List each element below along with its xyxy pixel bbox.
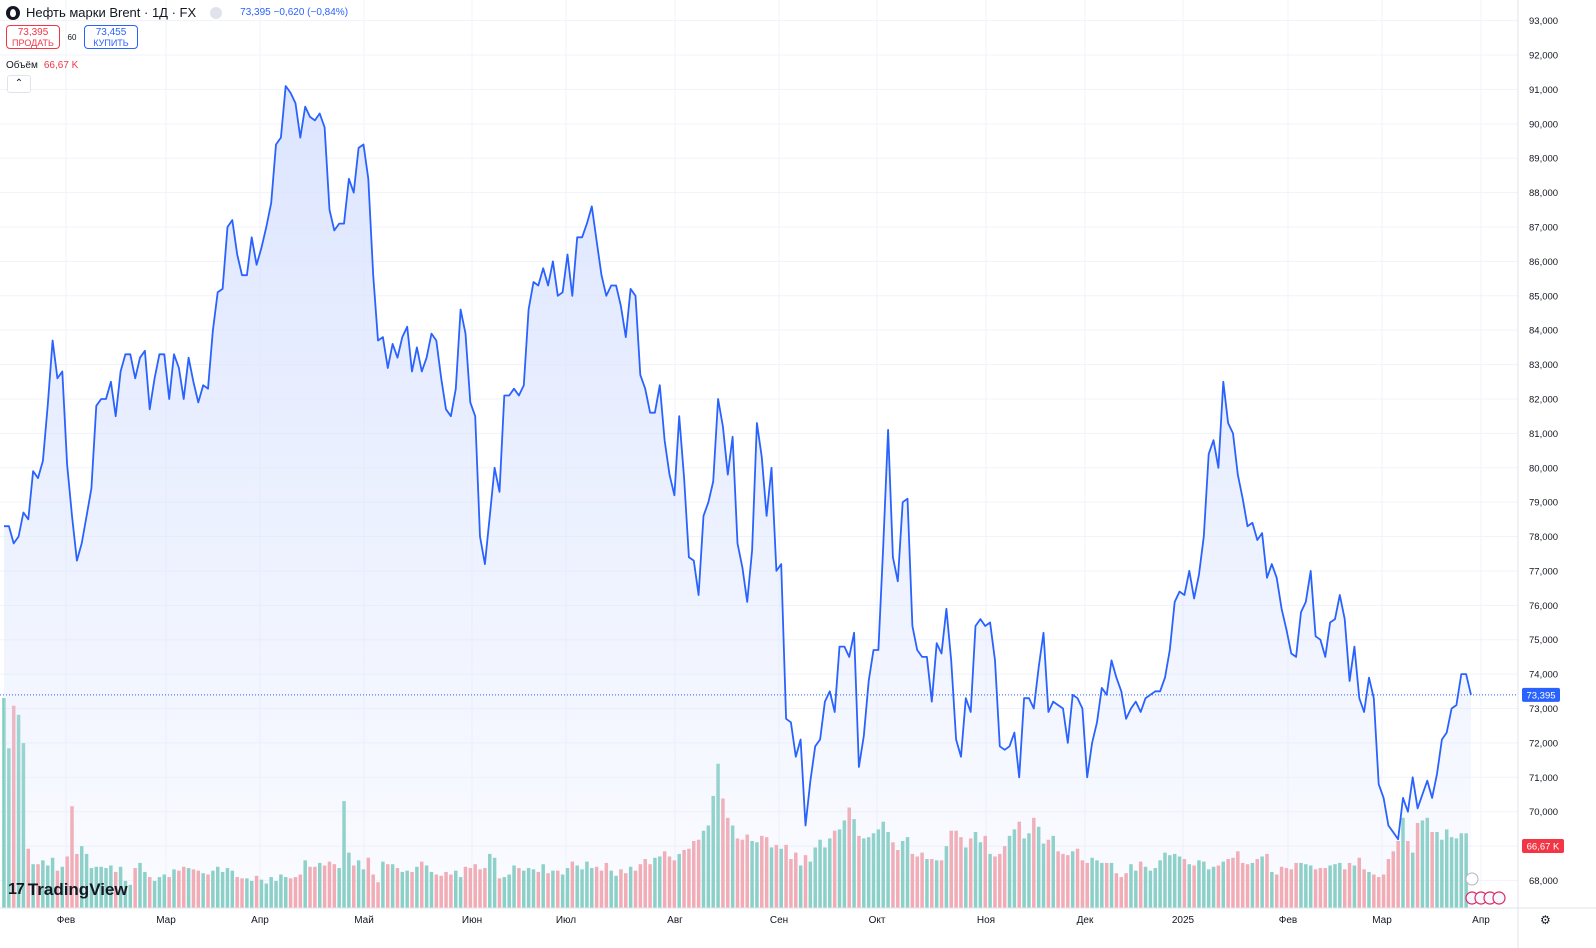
x-tick-label: Ноя	[977, 915, 995, 926]
x-tick-label: Май	[354, 915, 374, 926]
x-tick-label: Фев	[1279, 915, 1297, 926]
y-tick-label: 81,000	[1529, 429, 1558, 440]
x-tick-label: Апр	[1472, 915, 1490, 926]
buy-price: 73,455	[95, 27, 127, 38]
x-tick-label: 2025	[1172, 915, 1195, 926]
y-tick-label: 72,000	[1529, 738, 1558, 749]
y-tick-label: 75,000	[1529, 635, 1558, 646]
brent-oil-icon	[6, 5, 20, 20]
spread-value: 60	[67, 32, 77, 42]
x-tick-label: Апр	[251, 915, 269, 926]
sell-label: ПРОДАТЬ	[12, 38, 54, 48]
x-tick-label: Июл	[556, 915, 576, 926]
y-tick-label: 87,000	[1529, 223, 1558, 234]
symbol-title[interactable]: Нефть марки Brent · 1Д · FX	[26, 5, 197, 20]
y-tick-label: 70,000	[1529, 807, 1558, 818]
y-tick-label: 79,000	[1529, 498, 1558, 509]
volume-label: Объём	[6, 60, 38, 71]
y-tick-label: 86,000	[1529, 257, 1558, 268]
y-tick-label: 76,000	[1529, 601, 1558, 612]
y-tick-label: 77,000	[1529, 566, 1558, 577]
y-tick-label: 89,000	[1529, 154, 1558, 165]
y-tick-label: 91,000	[1529, 85, 1558, 96]
sell-price: 73,395	[17, 27, 49, 38]
y-tick-label: 71,000	[1529, 773, 1558, 784]
tradingview-name: TradingView	[27, 880, 128, 899]
last-price-tag-label: 73,395	[1526, 690, 1555, 701]
x-tick-label: Авг	[667, 915, 683, 926]
last-volume-tag-label: 66,67 K	[1527, 842, 1560, 853]
x-tick-label: Июн	[462, 915, 482, 926]
y-tick-label: 78,000	[1529, 532, 1558, 543]
eye-icon[interactable]	[210, 6, 223, 19]
tradingview-logo[interactable]: 17 TradingView	[8, 880, 128, 900]
y-tick-label: 84,000	[1529, 326, 1558, 337]
buy-label: КУПИТЬ	[93, 38, 129, 48]
legend-title-row: Нефть марки Brent · 1Д · FX 73,395 −0,62…	[6, 5, 348, 20]
lightning-event-icon	[1465, 872, 1479, 886]
price-area	[4, 86, 1471, 908]
x-tick-label: Дек	[1077, 915, 1094, 926]
volume-legend: Объём 66,67 K	[6, 60, 78, 71]
y-tick-label: 80,000	[1529, 463, 1558, 474]
price-line	[4, 85, 1472, 841]
sell-button[interactable]: 73,395 ПРОДАТЬ	[6, 25, 60, 49]
last-volume-tag	[1522, 839, 1564, 853]
collapse-legend-button[interactable]: ⌃	[7, 75, 31, 93]
y-tick-label: 93,000	[1529, 16, 1558, 27]
x-tick-label: Фев	[57, 915, 75, 926]
last-price-tag	[1522, 687, 1560, 702]
chevron-up-icon: ⌃	[14, 78, 24, 89]
economic-event-flag-icon	[1492, 891, 1506, 905]
y-tick-label: 85,000	[1529, 291, 1558, 302]
y-tick-label: 73,000	[1529, 704, 1558, 715]
quote-change: 73,395 −0,620 (−0,84%)	[240, 7, 349, 18]
y-tick-label: 82,000	[1529, 394, 1558, 405]
y-tick-label: 90,000	[1529, 119, 1558, 130]
y-tick-label: 83,000	[1529, 360, 1558, 371]
buy-button[interactable]: 73,455 КУПИТЬ	[84, 25, 138, 49]
settings-gear-icon[interactable]: ⚙	[1540, 913, 1551, 927]
tradingview-mark-icon: 17	[8, 881, 25, 898]
x-tick-label: Окт	[869, 915, 886, 926]
x-tick-label: Мар	[1372, 915, 1392, 926]
trade-buttons: 73,395 ПРОДАТЬ 60 73,455 КУПИТЬ	[6, 25, 138, 49]
y-tick-label: 92,000	[1529, 51, 1558, 62]
x-tick-label: Мар	[156, 915, 176, 926]
y-tick-label: 74,000	[1529, 670, 1558, 681]
y-tick-label: 68,000	[1529, 876, 1558, 887]
volume-value: 66,67 K	[43, 60, 79, 71]
y-tick-label: 88,000	[1529, 188, 1558, 199]
x-tick-label: Сен	[770, 915, 788, 926]
